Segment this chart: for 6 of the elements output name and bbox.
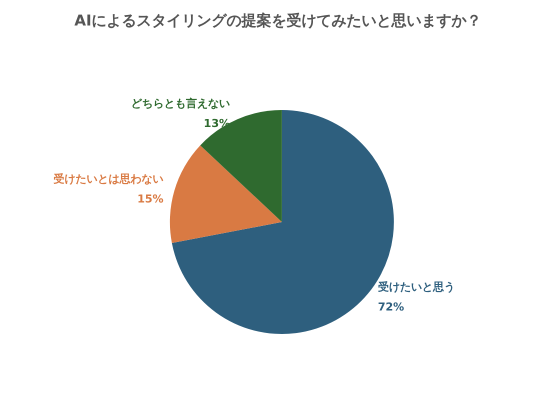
slice-label: どちらとも言えない — [131, 97, 230, 110]
slice-label: 受けたいとは思わない — [52, 172, 164, 186]
slice-label: 受けたいと思う — [376, 280, 455, 294]
chart-title: AIによるスタイリングの提案を受けてみたいと思いますか？ — [74, 12, 482, 30]
data-label: 15% — [137, 192, 164, 206]
data-label: 72% — [378, 300, 404, 314]
